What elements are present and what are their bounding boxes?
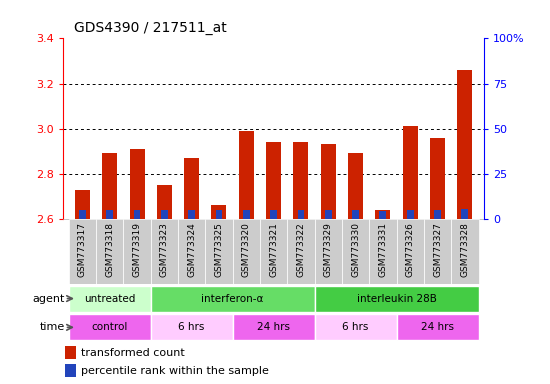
Bar — [96, 219, 123, 284]
Bar — [151, 286, 315, 311]
Bar — [315, 219, 342, 284]
Text: GSM773322: GSM773322 — [296, 222, 305, 277]
Bar — [216, 210, 222, 219]
Bar — [184, 158, 199, 219]
Text: GSM773320: GSM773320 — [242, 222, 251, 277]
Bar — [233, 314, 315, 340]
Text: GSM773323: GSM773323 — [160, 222, 169, 277]
Bar — [424, 219, 451, 284]
Bar — [102, 154, 117, 219]
Text: GSM773319: GSM773319 — [133, 222, 141, 277]
Bar — [239, 131, 254, 219]
Bar — [270, 210, 277, 219]
Bar — [369, 219, 397, 284]
Bar — [342, 219, 369, 284]
Text: GSM773330: GSM773330 — [351, 222, 360, 277]
Text: 24 hrs: 24 hrs — [257, 322, 290, 333]
Text: GSM773318: GSM773318 — [105, 222, 114, 277]
Text: agent: agent — [32, 293, 64, 304]
Bar — [430, 138, 445, 219]
Bar — [403, 126, 418, 219]
Text: 6 hrs: 6 hrs — [178, 322, 205, 333]
Text: GSM773321: GSM773321 — [269, 222, 278, 277]
Bar — [294, 142, 309, 219]
Bar — [79, 210, 86, 219]
Text: GDS4390 / 217511_at: GDS4390 / 217511_at — [74, 21, 227, 35]
Bar — [461, 209, 468, 219]
Text: transformed count: transformed count — [81, 348, 185, 358]
Text: GSM773328: GSM773328 — [460, 222, 469, 277]
Bar — [397, 219, 424, 284]
Bar — [129, 149, 145, 219]
Bar — [75, 190, 90, 219]
Bar — [451, 219, 478, 284]
Bar — [397, 314, 478, 340]
Bar — [352, 210, 359, 219]
Bar — [188, 210, 195, 219]
Bar — [260, 219, 287, 284]
Text: GSM773324: GSM773324 — [187, 222, 196, 277]
Bar — [65, 346, 76, 359]
Bar — [321, 144, 336, 219]
Bar — [458, 70, 472, 219]
Text: untreated: untreated — [84, 293, 135, 304]
Bar — [287, 219, 315, 284]
Bar — [315, 314, 397, 340]
Bar — [205, 219, 233, 284]
Bar — [161, 210, 168, 219]
Bar — [65, 364, 76, 377]
Bar — [134, 210, 140, 219]
Bar — [376, 210, 390, 219]
Bar — [315, 286, 478, 311]
Text: 6 hrs: 6 hrs — [343, 322, 369, 333]
Text: GSM773331: GSM773331 — [378, 222, 387, 277]
Text: interferon-α: interferon-α — [201, 293, 264, 304]
Bar — [106, 210, 113, 219]
Bar — [69, 314, 151, 340]
Text: control: control — [91, 322, 128, 333]
Bar — [379, 211, 386, 219]
Bar — [407, 210, 414, 219]
Bar — [348, 154, 363, 219]
Text: interleukin 28B: interleukin 28B — [356, 293, 437, 304]
Text: GSM773325: GSM773325 — [214, 222, 223, 277]
Text: GSM773317: GSM773317 — [78, 222, 87, 277]
Bar — [266, 142, 281, 219]
Bar — [123, 219, 151, 284]
Bar — [69, 219, 96, 284]
Bar — [298, 210, 304, 219]
Bar — [233, 219, 260, 284]
Text: GSM773327: GSM773327 — [433, 222, 442, 277]
Bar — [151, 314, 233, 340]
Bar — [211, 205, 227, 219]
Text: percentile rank within the sample: percentile rank within the sample — [81, 366, 269, 376]
Bar — [243, 210, 250, 219]
Bar — [434, 210, 441, 219]
Text: GSM773326: GSM773326 — [406, 222, 415, 277]
Text: 24 hrs: 24 hrs — [421, 322, 454, 333]
Bar — [178, 219, 205, 284]
Bar — [69, 286, 151, 311]
Bar — [151, 219, 178, 284]
Text: GSM773329: GSM773329 — [324, 222, 333, 277]
Bar — [157, 185, 172, 219]
Bar — [325, 210, 332, 219]
Text: time: time — [40, 322, 64, 333]
